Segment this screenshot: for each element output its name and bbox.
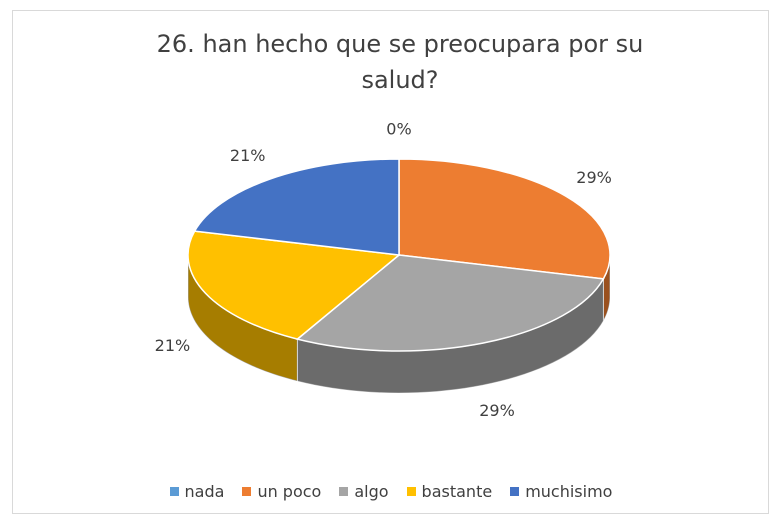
legend-swatch	[406, 487, 416, 496]
legend: nada un poco algo bastante muchisimo	[0, 482, 782, 501]
data-label: 0%	[386, 120, 411, 139]
data-label: 21%	[155, 336, 191, 355]
legend-label: bastante	[421, 482, 493, 501]
legend-swatch	[169, 487, 179, 496]
slice	[295, 254, 605, 352]
legend-item: algo	[339, 482, 389, 501]
legend-item: un poco	[242, 482, 321, 501]
legend-item: nada	[169, 482, 225, 501]
legend-label: nada	[184, 482, 225, 501]
legend-label: muchisimo	[525, 482, 613, 501]
slice-side-shade	[297, 278, 604, 393]
legend-label: un poco	[257, 482, 322, 501]
legend-swatch	[510, 487, 520, 496]
slice-side-shade	[188, 255, 298, 382]
data-label: 21%	[230, 146, 266, 165]
legend-item: bastante	[406, 482, 493, 501]
slice	[187, 230, 401, 340]
slice	[193, 158, 400, 256]
chart-title: 26. han hecho que se preocupara por su s…	[156, 30, 644, 94]
data-label: 29%	[576, 168, 612, 187]
slice	[398, 158, 611, 280]
legend-label: algo	[354, 482, 389, 501]
chart-frame	[12, 10, 769, 514]
legend-item: muchisimo	[510, 482, 612, 501]
slice-side-shade	[603, 255, 610, 321]
data-label: 29%	[479, 401, 515, 420]
legend-swatch	[339, 487, 349, 496]
legend-swatch	[242, 487, 252, 496]
